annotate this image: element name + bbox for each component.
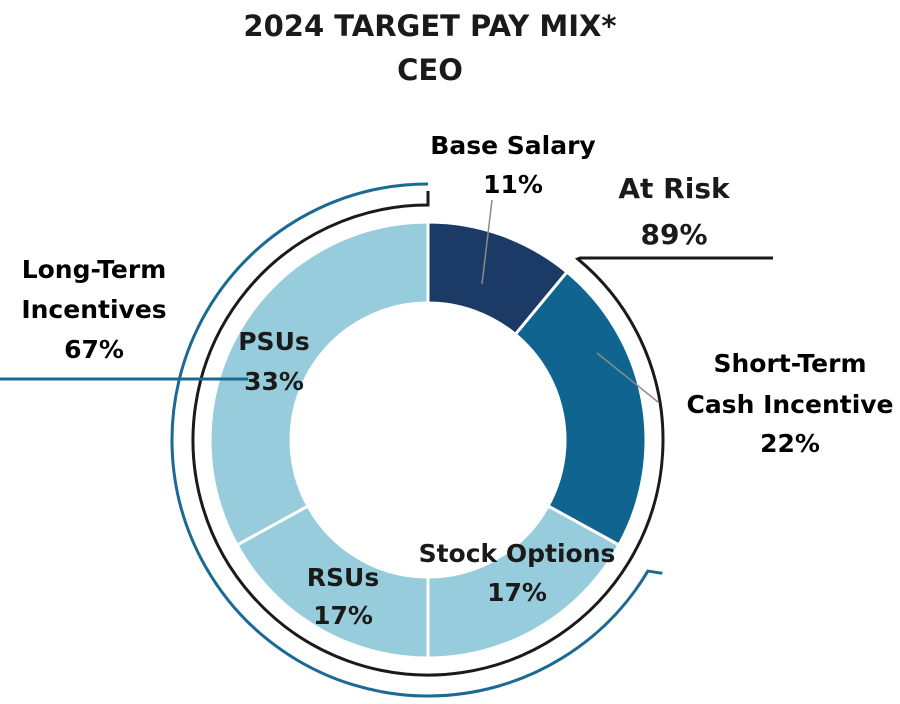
sti-leader-line (596, 352, 659, 403)
group-brackets (0, 182, 773, 698)
base-salary-value: 11% (483, 170, 543, 199)
sti-label-line1: Short-Term (713, 349, 866, 378)
chart-subtitle: CEO (397, 53, 463, 87)
lti-label-line1: Long-Term (22, 255, 167, 284)
sti-value: 22% (760, 429, 820, 458)
stock-options-label: Stock Options (419, 539, 616, 568)
at-risk-value: 89% (640, 218, 707, 251)
at-risk-label: At Risk (618, 172, 731, 205)
stock-options-value: 17% (487, 578, 547, 607)
lti-value: 67% (64, 335, 124, 364)
base-salary-label: Base Salary (430, 131, 595, 160)
lti-bracket (170, 182, 663, 698)
rsus-label: RSUs (307, 563, 379, 592)
psus-value: 33% (244, 367, 304, 396)
slice-psus (208, 220, 430, 548)
lti-label-line2: Incentives (21, 295, 166, 324)
rsus-value: 17% (313, 601, 373, 630)
sti-label-line2: Cash Incentive (686, 390, 893, 419)
chart-title: 2024 TARGET PAY MIX* (243, 9, 616, 43)
base-salary-leader-line (481, 199, 493, 285)
donut-slices (208, 220, 648, 660)
slice-short-term-cash-incentive (513, 269, 648, 548)
at-risk-bracket (191, 191, 773, 677)
psus-label: PSUs (238, 327, 310, 356)
